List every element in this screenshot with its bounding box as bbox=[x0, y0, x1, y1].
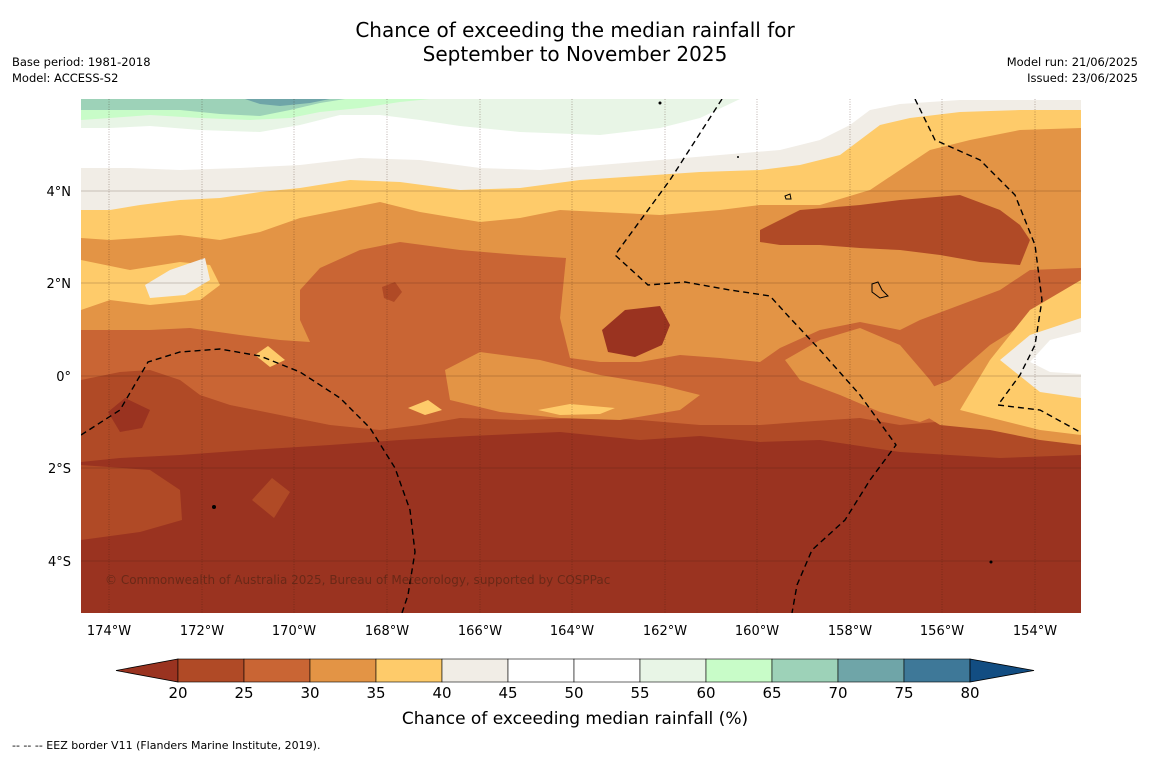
lat-label: 4°S bbox=[48, 555, 71, 570]
colorbar-tick: 40 bbox=[432, 684, 452, 702]
eez-border bbox=[614, 99, 897, 613]
island-dot bbox=[737, 156, 739, 158]
eez-borders bbox=[81, 99, 1081, 613]
lon-label: 164°W bbox=[550, 624, 594, 639]
title-line-1: Chance of exceeding the median rainfall … bbox=[355, 18, 795, 42]
base-info: Base period: 1981-2018 Model: ACCESS-S2 bbox=[12, 54, 151, 86]
lon-label: 160°W bbox=[735, 624, 779, 639]
colorbar-tick: 80 bbox=[960, 684, 980, 702]
lon-label: 168°W bbox=[365, 624, 409, 639]
model-run: Model run: 21/06/2025 bbox=[1006, 55, 1138, 69]
lat-label: 4°N bbox=[47, 185, 72, 200]
colorbar-segment bbox=[375, 658, 443, 683]
colorbar-extend-high bbox=[969, 658, 1035, 683]
eez-legend-note: -- -- -- EEZ border V11 (Flanders Marine… bbox=[12, 739, 321, 752]
lon-label: 156°W bbox=[920, 624, 964, 639]
model-name: Model: ACCESS-S2 bbox=[12, 71, 119, 85]
contour-20-25-south bbox=[81, 465, 182, 540]
island-dot bbox=[212, 505, 216, 509]
lon-label: 170°W bbox=[272, 624, 316, 639]
colorbar-segment bbox=[903, 658, 971, 683]
low-patch-center bbox=[602, 306, 670, 357]
colorbar-segment bbox=[177, 658, 245, 683]
colorbar-segment bbox=[573, 658, 641, 683]
colorbar-tick: 25 bbox=[234, 684, 254, 702]
contour-70-75 bbox=[245, 99, 330, 106]
colorbar-segment bbox=[837, 658, 905, 683]
title-line-2: September to November 2025 bbox=[422, 42, 728, 66]
lat-label: 0° bbox=[56, 370, 71, 385]
contour-35-40-patch2 bbox=[255, 346, 285, 367]
longitude-labels: 174°W 172°W 170°W 168°W 166°W 164°W 162°… bbox=[87, 624, 1057, 639]
eez-border bbox=[81, 348, 416, 613]
lon-label: 162°W bbox=[643, 624, 687, 639]
mid-patch-north bbox=[760, 195, 1030, 265]
contour-20-25-patch bbox=[252, 478, 290, 518]
colorbar-segment bbox=[705, 658, 773, 683]
colorbar-tick: 60 bbox=[696, 684, 716, 702]
colorbar-label: Chance of exceeding median rainfall (%) bbox=[401, 709, 749, 729]
colorbar-segment bbox=[243, 658, 311, 683]
contour-35-40-patch1 bbox=[538, 404, 615, 415]
rainfall-map: © Commonwealth of Australia 2025, Bureau… bbox=[81, 99, 1081, 613]
colorbar-tick: 75 bbox=[894, 684, 914, 702]
colorbar-tick: 30 bbox=[300, 684, 320, 702]
map-title: Chance of exceeding the median rainfall … bbox=[0, 18, 1150, 66]
island-outline bbox=[871, 281, 889, 299]
eez-border bbox=[914, 99, 1081, 433]
colorbar-tick: 50 bbox=[564, 684, 584, 702]
issued-date: Issued: 23/06/2025 bbox=[1027, 71, 1138, 85]
colorbar bbox=[115, 658, 1035, 683]
colorbar-segment bbox=[771, 658, 839, 683]
island-dot bbox=[658, 101, 662, 105]
colorbar-tick: 70 bbox=[828, 684, 848, 702]
colorbar-segment bbox=[507, 658, 575, 683]
latitude-labels: 4°N 2°N 0° 2°S 4°S bbox=[47, 185, 72, 570]
island-dot bbox=[989, 560, 993, 564]
colorbar-segment bbox=[639, 658, 707, 683]
gridlines bbox=[81, 99, 1081, 613]
base-period: Base period: 1981-2018 bbox=[12, 55, 151, 69]
colorbar-tick: 65 bbox=[762, 684, 782, 702]
colorbar-tick: 45 bbox=[498, 684, 518, 702]
contour-35-40-patch3 bbox=[408, 400, 442, 415]
lat-label: 2°S bbox=[48, 462, 71, 477]
colorbar-tick: 35 bbox=[366, 684, 386, 702]
contour-30-35-south bbox=[445, 352, 700, 420]
colorbar-segment bbox=[441, 658, 509, 683]
contour-45-55-east bbox=[1030, 332, 1081, 374]
run-info: Model run: 21/06/2025 Issued: 23/06/2025 bbox=[1007, 54, 1138, 86]
colorbar-tick: 55 bbox=[630, 684, 650, 702]
lon-label: 172°W bbox=[180, 624, 224, 639]
contour-40-45-patch bbox=[145, 258, 210, 298]
colorbar-tick: 20 bbox=[168, 684, 188, 702]
colorbar-segment bbox=[309, 658, 377, 683]
lon-label: 166°W bbox=[458, 624, 502, 639]
colorbar-extend-low bbox=[115, 658, 179, 683]
lon-label: 174°W bbox=[87, 624, 131, 639]
lat-label: 2°N bbox=[47, 277, 72, 292]
island-outline bbox=[784, 193, 792, 200]
low-patch-west bbox=[108, 398, 150, 432]
lon-label: 158°W bbox=[828, 624, 872, 639]
copyright-text: © Commonwealth of Australia 2025, Bureau… bbox=[105, 573, 610, 587]
lon-label: 154°W bbox=[1013, 624, 1057, 639]
